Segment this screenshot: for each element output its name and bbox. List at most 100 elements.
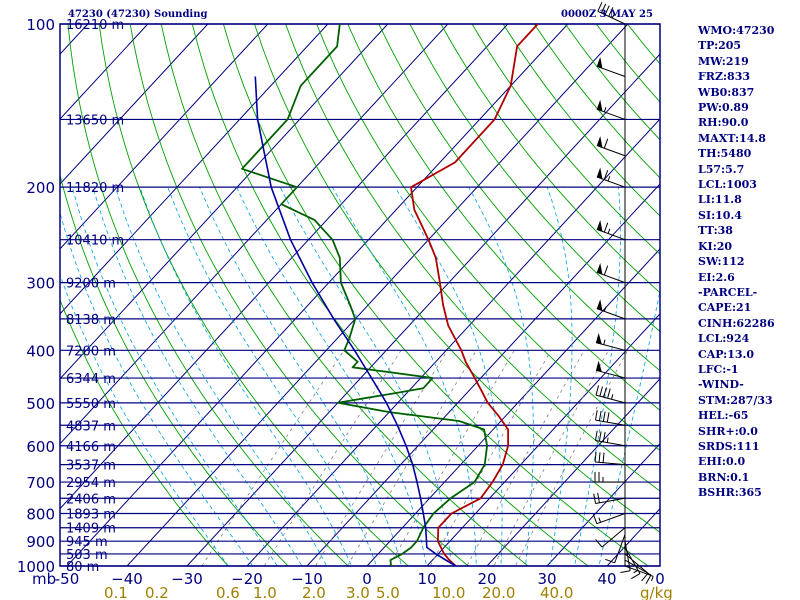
- wind-barb: [620, 541, 631, 573]
- mixing-ratio-line: [466, 350, 585, 566]
- mixing-ratio-line: [201, 350, 345, 566]
- wind-barb-full: [602, 452, 605, 463]
- mixing-ratio-line: [263, 350, 402, 566]
- wind-barb-half: [607, 176, 611, 182]
- isotherm-line: [60, 24, 149, 120]
- dry-adiabat: [409, 24, 660, 333]
- wind-barb: [596, 262, 626, 284]
- height-label: 2406 m: [66, 492, 116, 507]
- pressure-tick-label: 1000: [17, 558, 55, 576]
- isotherm-line: [126, 24, 629, 566]
- moist-adiabat: [199, 187, 402, 566]
- moist-adiabat: [546, 187, 573, 566]
- moist-adiabat: [114, 187, 328, 566]
- sounding-index: KI:20: [698, 239, 733, 253]
- dry-adiabat: [60, 173, 289, 566]
- mixing-ratio-line: [429, 350, 552, 566]
- wind-barb-full: [645, 574, 652, 584]
- wind-barb: [596, 56, 626, 77]
- pressure-tick-label: 400: [26, 342, 55, 360]
- temperature-tick-label: 20: [477, 570, 496, 588]
- height-label: 6344 m: [66, 372, 116, 387]
- temperature-tick-label: -50: [55, 570, 80, 588]
- wind-barb: [624, 547, 641, 580]
- station-title: 47230 (47230) Sounding: [68, 9, 208, 20]
- pressure-unit-label: mb: [32, 570, 56, 588]
- wind-barb-full: [603, 170, 609, 180]
- mixing-ratio-line: [388, 350, 515, 566]
- height-label: 80 m: [66, 560, 99, 575]
- wind-barb-staff: [595, 394, 626, 404]
- sounding-index: CAPE:21: [698, 301, 752, 315]
- wind-barb: [593, 492, 626, 504]
- wind-barb: [595, 332, 626, 351]
- sounding-index: MW:219: [698, 54, 749, 68]
- wind-barb-full: [603, 222, 609, 233]
- mixing-ratio-line: [493, 350, 609, 566]
- temperature-tick-label: −30: [171, 570, 203, 588]
- wind-barb: [595, 360, 626, 379]
- wind-barb-full: [606, 412, 610, 423]
- dry-adiabat: [129, 24, 469, 566]
- wind-barb-pennant: [596, 136, 603, 148]
- sounding-index: MAXT:14.8: [698, 131, 766, 145]
- wind-barb: [605, 534, 626, 564]
- wind-barb-full: [597, 2, 603, 12]
- wind-barb-full: [608, 7, 614, 17]
- dry-adiabat: [191, 24, 589, 566]
- background-lines: [60, 24, 660, 566]
- height-label: 5550 m: [66, 397, 116, 412]
- observation-time: 0000Z 3 MAY 25: [561, 9, 653, 20]
- sounding-index: L57:5.7: [698, 162, 745, 176]
- wind-barb-full: [593, 493, 596, 504]
- sounding-index: EI:2.6: [698, 270, 735, 284]
- wind-barb-full: [598, 410, 602, 421]
- height-label: 7200 m: [66, 344, 116, 359]
- mixing-ratio-label: 2.0: [302, 584, 326, 600]
- sounding-index: WMO:47230: [698, 24, 775, 37]
- wind-barb-pennant: [596, 220, 603, 232]
- sounding-index: BRN:0.1: [698, 470, 750, 484]
- height-label: 2954 m: [66, 476, 116, 491]
- height-label: 3537 m: [66, 459, 116, 474]
- wind-barb: [596, 299, 626, 320]
- mixing-ratio-label: 3.0: [346, 584, 370, 600]
- dry-adiabat: [347, 24, 660, 411]
- moist-adiabat: [60, 273, 229, 566]
- wind-barb-pennant: [596, 167, 603, 179]
- wind-barb-full: [603, 138, 609, 149]
- wind-barb-full: [592, 514, 598, 524]
- mixing-ratio-label: 0.6: [216, 584, 240, 600]
- sounding-index: LCL:1003: [698, 178, 757, 192]
- wind-barb-staff: [596, 65, 626, 77]
- wind-barb-staff: [614, 534, 626, 563]
- dry-adiabat: [471, 24, 660, 255]
- mixing-ratio-label: 10.0: [432, 584, 465, 600]
- pressure-tick-label: 600: [26, 438, 55, 456]
- sounding-index: SW:112: [698, 255, 745, 269]
- moist-adiabat: [139, 187, 353, 566]
- height-label: 945 m: [66, 535, 108, 550]
- height-label: 9200 m: [66, 277, 116, 292]
- mixing-ratio-label: 0.1: [104, 584, 128, 600]
- wind-barb-half: [633, 569, 639, 574]
- isotherm-line: [366, 248, 660, 566]
- dewpoint-profile-group: [241, 24, 488, 566]
- wind-barb-full: [595, 430, 598, 441]
- pressure-tick-label: 800: [26, 505, 55, 523]
- wind-barb-full: [603, 265, 609, 276]
- moist-adiabat: [468, 187, 534, 566]
- wind-barb-full: [598, 452, 601, 463]
- wind-barb-staff: [596, 108, 626, 120]
- wind-barb-pennant: [596, 262, 603, 275]
- sounding-index: SI:10.4: [698, 208, 742, 222]
- wind-barb-full: [631, 573, 641, 580]
- dry-adiabat: [160, 24, 529, 566]
- dewpoint-profile: [241, 24, 488, 566]
- mixing-ratio-label: 40.0: [540, 584, 573, 600]
- sounding-index: LFC:-1: [698, 362, 739, 376]
- sounding-index: EHI:0.0: [698, 455, 746, 469]
- wind-barb: [594, 472, 626, 483]
- wind-barb: [624, 553, 649, 582]
- wind-barb-staff: [596, 176, 626, 188]
